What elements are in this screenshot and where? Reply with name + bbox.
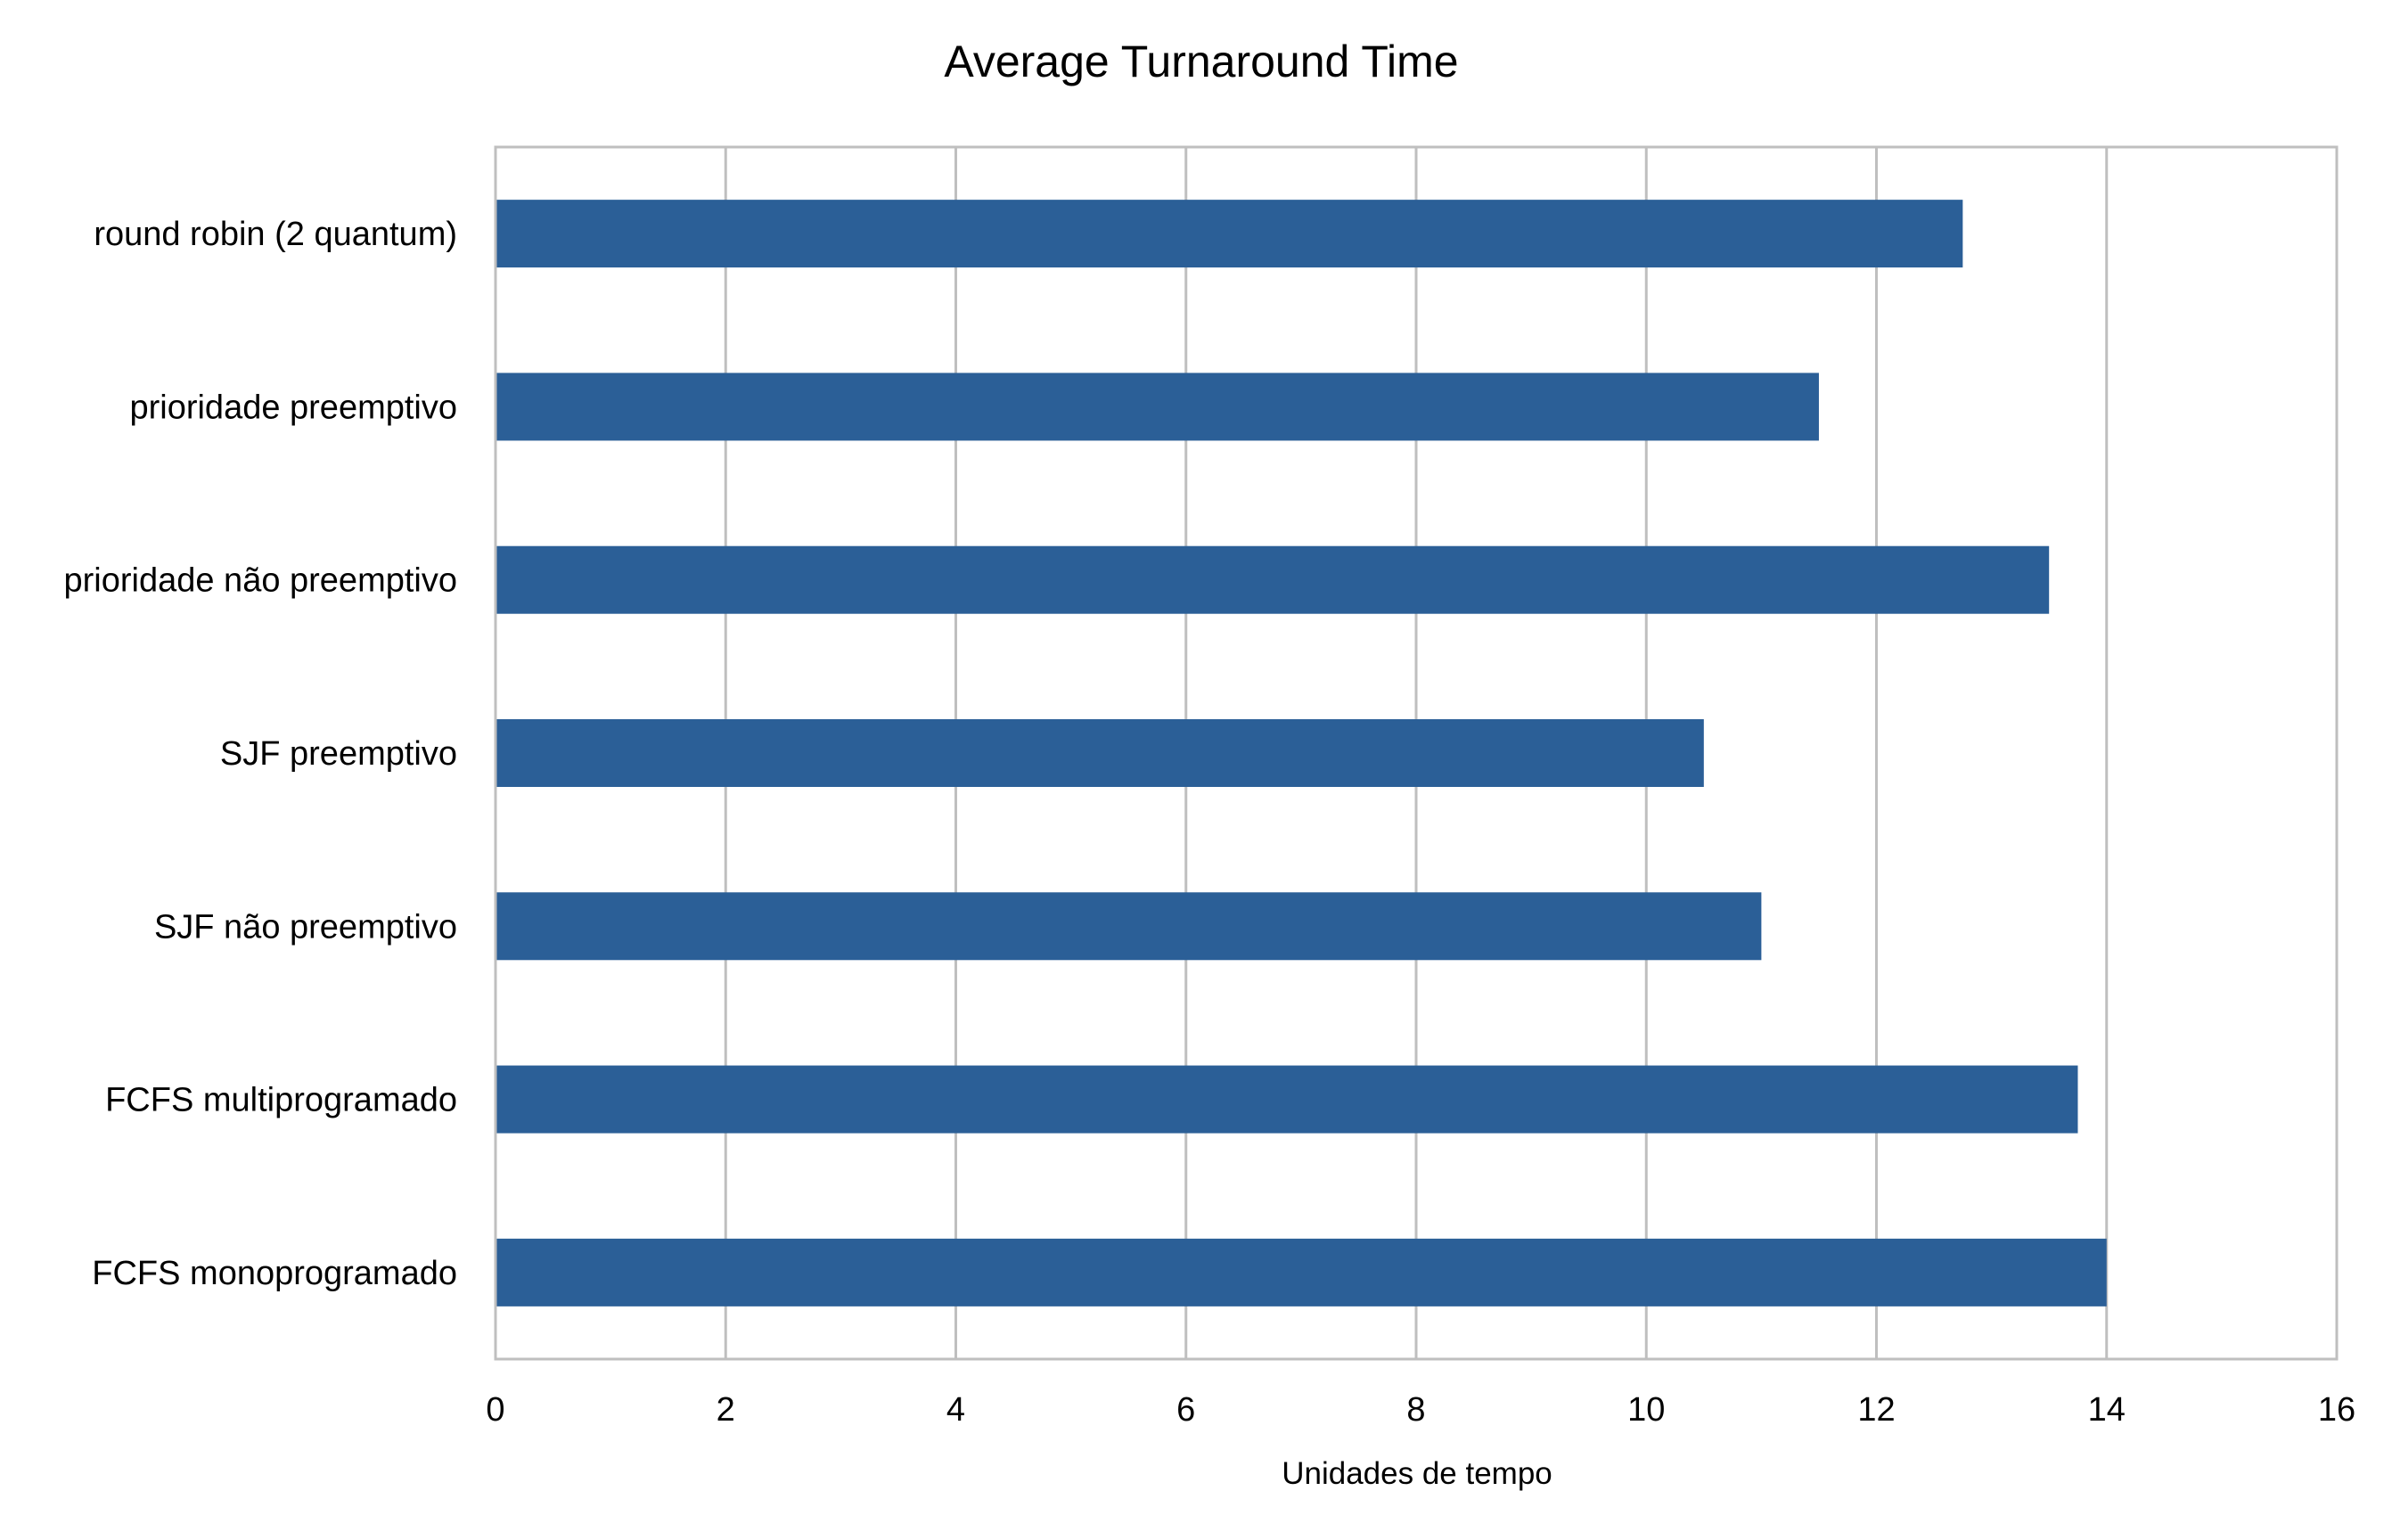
x-tick-label: 10 — [1627, 1391, 1665, 1429]
bar — [496, 892, 1762, 961]
x-tick-label: 12 — [1857, 1391, 1895, 1429]
category-label: round robin (2 quantum) — [94, 216, 457, 253]
category-label: prioridade não preemptivo — [64, 562, 458, 600]
plot-border — [494, 145, 2339, 1361]
chart-title: Average Turnaround Time — [944, 37, 1458, 86]
bar — [496, 1238, 2107, 1307]
category-label: FCFS monoprogramado — [92, 1255, 457, 1292]
x-tick-label: 16 — [2318, 1391, 2355, 1429]
category-label: SJF não preemptivo — [154, 908, 457, 946]
category-labels: round robin (2 quantum) prioridade preemp… — [64, 216, 458, 1292]
bar — [496, 545, 2050, 614]
x-tick-label: 14 — [2088, 1391, 2126, 1429]
category-label: SJF preemptivo — [220, 735, 457, 773]
category-label: FCFS multiprogramado — [105, 1082, 457, 1119]
x-tick-label: 8 — [1406, 1391, 1425, 1429]
bar — [496, 373, 1819, 441]
x-tick-label: 6 — [1176, 1391, 1195, 1429]
category-label: prioridade preemptivo — [129, 389, 457, 426]
x-tick-label: 4 — [946, 1391, 965, 1429]
bar — [496, 200, 1963, 268]
bar-layer — [496, 200, 2107, 1307]
x-axis-label: Unidades de tempo — [1282, 1456, 1552, 1491]
x-tick-labels: 0 2 4 6 8 10 12 14 16 — [486, 1391, 2355, 1429]
bar — [496, 719, 1704, 787]
x-tick-label: 0 — [486, 1391, 504, 1429]
plot-frame — [494, 145, 2339, 1361]
x-tick-label: 2 — [717, 1391, 735, 1429]
bar — [496, 1065, 2078, 1134]
